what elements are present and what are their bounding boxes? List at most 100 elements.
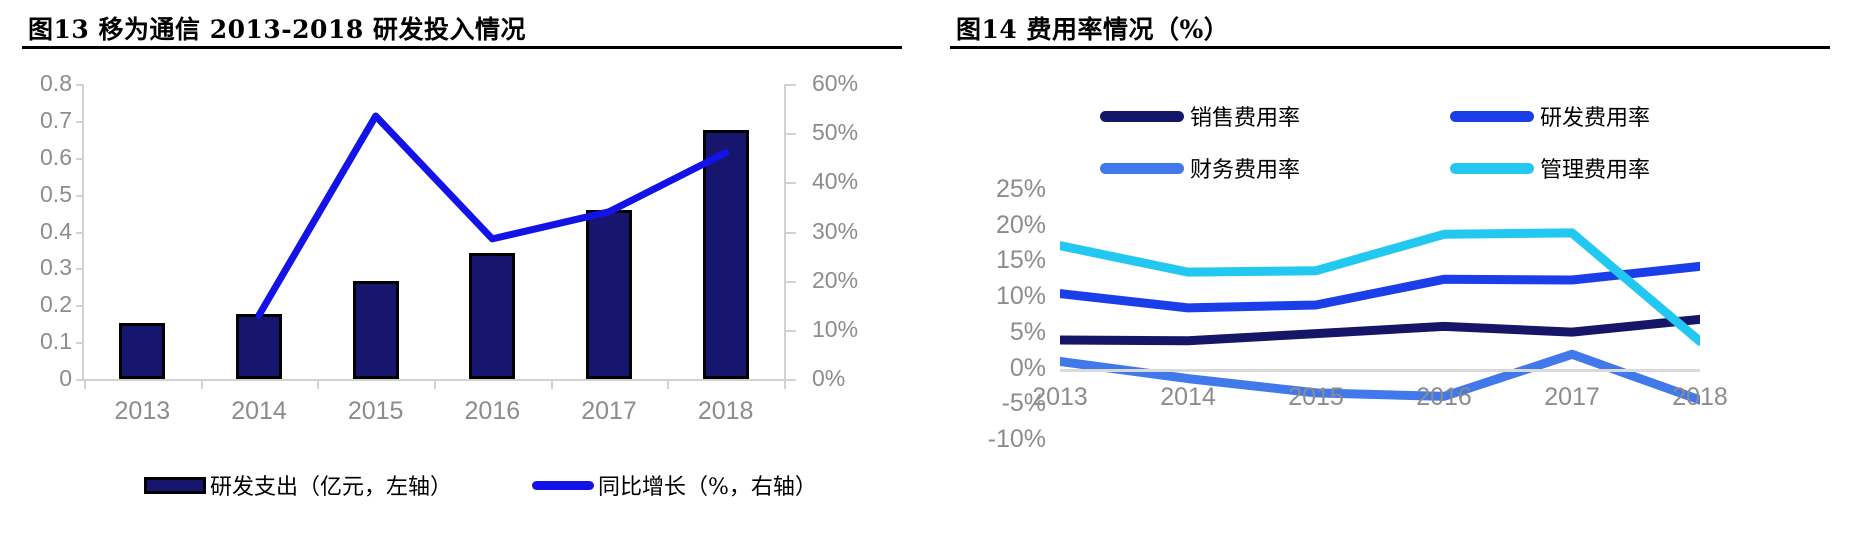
chart1-plot-area xyxy=(84,84,784,379)
chart1-bar[interactable] xyxy=(469,252,516,379)
chart2-y-tick-label: 20% xyxy=(995,210,1046,239)
chart1-left-tick xyxy=(76,305,84,308)
bar-swatch-icon xyxy=(144,476,206,494)
figure-14-title-rule xyxy=(950,46,1830,49)
chart1-x-tick xyxy=(550,379,553,389)
legend-label: 研发费用率 xyxy=(1540,106,1651,131)
line-swatch-icon xyxy=(1450,110,1534,122)
chart2-series-line[interactable] xyxy=(1060,349,1700,405)
chart1-right-tick-label: 30% xyxy=(812,217,859,244)
chart1-left-tick-label: 0.8 xyxy=(40,70,72,96)
chart1-x-tick xyxy=(317,379,320,389)
legend-item-finance-expense-ratio[interactable]: 财务费用率 xyxy=(1100,152,1300,184)
chart1-x-tick xyxy=(784,379,786,389)
chart1-x-label: 2018 xyxy=(697,397,754,425)
chart2-zero-line xyxy=(1060,368,1700,372)
chart2-x-label: 2015 xyxy=(1288,382,1344,411)
chart1-right-tick xyxy=(786,231,796,234)
chart1-right-tick-label: 60% xyxy=(812,70,859,96)
chart1-x-tick xyxy=(200,379,203,389)
chart1-left-tick xyxy=(76,120,84,123)
chart1-right-tick-label: 10% xyxy=(812,315,859,342)
chart2-x-label: 2013 xyxy=(1032,382,1088,411)
chart1-growth-line xyxy=(255,112,730,319)
chart2-series-line[interactable] xyxy=(1060,261,1700,313)
chart1-bar[interactable] xyxy=(352,281,399,379)
legend-item-yoy-growth[interactable]: 同比增长（%，右轴） xyxy=(532,469,817,501)
figure-panel-13: 图13 移为通信 2013-2018 研发投入情况 研发支出（亿元，左轴） 同比… xyxy=(22,15,902,505)
chart1-right-tick-label: 20% xyxy=(812,266,859,293)
chart1-bar[interactable] xyxy=(702,130,749,379)
chart1-x-label: 2017 xyxy=(581,397,637,425)
chart1-left-tick-label: 0.2 xyxy=(40,291,72,318)
chart1-right-tick-label: 40% xyxy=(812,168,859,195)
chart2-x-label: 2016 xyxy=(1416,382,1472,411)
chart1-left-tick xyxy=(76,231,84,234)
chart2-y-tick-label: 10% xyxy=(995,282,1046,311)
chart1-legend: 研发支出（亿元，左轴） 同比增长（%，右轴） xyxy=(84,465,874,505)
chart1-bar[interactable] xyxy=(586,210,632,379)
chart1-right-tick xyxy=(786,182,796,185)
legend-label: 研发支出（亿元，左轴） xyxy=(210,475,453,500)
chart1-left-tick-label: 0.3 xyxy=(40,254,72,281)
legend-label: 销售费用率 xyxy=(1190,106,1301,131)
chart1-left-tick-label: 0.6 xyxy=(40,143,72,170)
chart1-right-tick-label: 50% xyxy=(812,119,859,146)
chart1-right-tick xyxy=(786,133,796,136)
chart2-y-tick-label: -10% xyxy=(987,425,1046,453)
chart1-x-label: 2013 xyxy=(114,397,171,425)
chart2-y-tick-label: -5% xyxy=(1001,389,1046,418)
chart1-left-tick-label: 0.7 xyxy=(40,106,72,133)
chart1-left-tick xyxy=(76,268,84,271)
chart1-x-tick xyxy=(434,379,436,389)
line-swatch-icon xyxy=(1100,162,1184,174)
line-swatch-icon xyxy=(1450,162,1534,174)
figure-13-title-rule xyxy=(22,46,902,49)
chart2-series-line[interactable] xyxy=(1060,228,1700,346)
figure-14-title: 图14 费用率情况（%） xyxy=(956,15,1230,44)
figure-panel-14: 图14 费用率情况（%） 销售费用率 研发费用率 财务费用率 管理费用 xyxy=(928,0,1856,552)
chart1-right-axis-line xyxy=(784,84,786,379)
legend-item-admin-expense-ratio[interactable]: 管理费用率 xyxy=(1450,152,1650,184)
chart2-x-label: 2017 xyxy=(1544,382,1600,411)
chart2-series-line[interactable] xyxy=(1060,314,1700,346)
legend-label: 财务费用率 xyxy=(1190,158,1301,183)
chart1-right-tick xyxy=(786,329,796,332)
legend-item-rnd-expense-ratio[interactable]: 研发费用率 xyxy=(1450,100,1650,132)
chart1-right-tick xyxy=(786,379,796,381)
chart-expense-ratios: 销售费用率 研发费用率 财务费用率 管理费用率 25% 20% 15% 10% 5% 0%… xyxy=(950,70,1830,540)
legend-item-rnd-spend[interactable]: 研发支出（亿元，左轴） xyxy=(144,469,452,501)
chart1-left-tick-label: 0 xyxy=(59,365,72,391)
chart2-y-tick-label: 15% xyxy=(995,246,1046,275)
chart1-left-tick-label: 0.1 xyxy=(40,328,72,355)
chart1-x-tick xyxy=(84,379,86,389)
legend-label: 管理费用率 xyxy=(1540,158,1651,183)
chart1-right-tick-label: 0% xyxy=(812,365,846,391)
line-swatch-icon xyxy=(1100,110,1184,122)
chart1-left-tick xyxy=(76,342,84,345)
chart2-y-tick-label: 0% xyxy=(1009,353,1046,382)
chart1-growth-polyline[interactable] xyxy=(255,112,730,319)
chart1-left-axis-line xyxy=(82,84,84,379)
chart1-left-tick xyxy=(76,157,84,160)
chart2-legend: 销售费用率 研发费用率 财务费用率 管理费用率 xyxy=(1100,100,1760,190)
chart1-left-tick-label: 0.4 xyxy=(40,217,72,244)
chart1-right-tick xyxy=(786,280,796,283)
chart2-x-label: 2014 xyxy=(1160,382,1216,411)
figure-13-title: 图13 移为通信 2013-2018 研发投入情况 xyxy=(28,15,526,44)
legend-label: 同比增长（%，右轴） xyxy=(598,475,817,500)
chart1-left-tick xyxy=(76,379,84,381)
chart1-right-tick xyxy=(786,84,796,86)
chart1-bar[interactable] xyxy=(119,322,166,379)
chart1-x-label: 2015 xyxy=(347,397,404,425)
chart1-x-label: 2016 xyxy=(464,397,521,425)
chart1-left-tick-label: 0.5 xyxy=(40,180,72,207)
chart1-x-label: 2014 xyxy=(231,397,287,425)
chart1-x-tick xyxy=(667,379,670,389)
chart1-left-tick xyxy=(76,194,84,197)
chart1-left-tick xyxy=(76,84,84,86)
chart2-y-tick-label: 25% xyxy=(995,175,1046,203)
legend-item-sales-expense-ratio[interactable]: 销售费用率 xyxy=(1100,100,1300,132)
chart1-bar[interactable] xyxy=(236,314,282,379)
